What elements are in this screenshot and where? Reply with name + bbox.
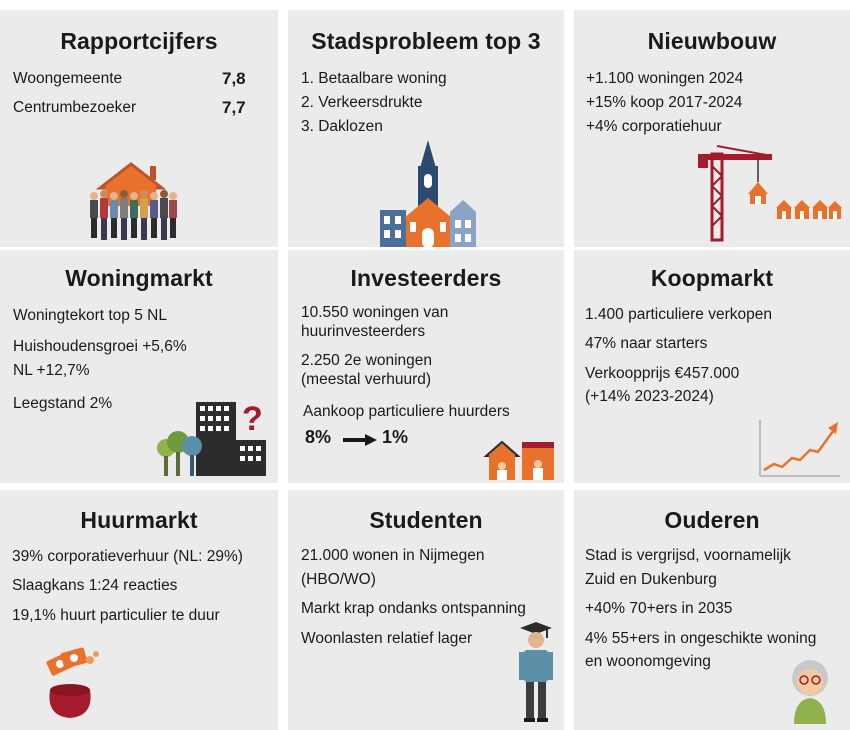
list-item: en woonomgeving bbox=[585, 653, 711, 670]
list-item: Woningtekort top 5 NL bbox=[13, 307, 167, 324]
row-value: 7,7 bbox=[222, 98, 246, 117]
list-item: +15% koop 2017-2024 bbox=[586, 94, 743, 111]
tile-title: Woningmarkt bbox=[65, 265, 213, 291]
list-item: Stad is vergrijsd, voornamelijk bbox=[585, 547, 791, 564]
people-house-icon bbox=[90, 162, 177, 240]
student-icon bbox=[519, 622, 553, 722]
tile-title: Huurmarkt bbox=[80, 507, 198, 533]
tile-title: Nieuwbouw bbox=[647, 28, 777, 54]
money-purse-icon bbox=[46, 647, 99, 718]
investor-houses-icon bbox=[483, 440, 554, 480]
list-item: +1.100 woningen 2024 bbox=[586, 70, 744, 87]
rising-price-chart-icon bbox=[759, 420, 840, 477]
church-icon bbox=[380, 140, 476, 247]
list-item: 1. Betaalbare woning bbox=[301, 70, 447, 87]
tile-stadsprobleem: Stadsprobleem top 3 1. Betaalbare woning… bbox=[288, 10, 564, 247]
list-item: 2. Verkeersdrukte bbox=[301, 94, 423, 111]
list-item: 47% naar starters bbox=[585, 335, 708, 352]
list-item: (meestal verhuurd) bbox=[301, 371, 432, 388]
tile-koopmarkt: Koopmarkt 1.400 particuliere verkopen 47… bbox=[574, 250, 850, 483]
list-item: Huishoudensgroei +5,6% bbox=[13, 338, 187, 355]
list-item: Woonlasten relatief lager bbox=[301, 630, 473, 647]
trees-building-question-icon: ? bbox=[157, 400, 266, 476]
list-item: Markt krap ondanks ontspanning bbox=[301, 600, 526, 617]
crane-icon bbox=[698, 145, 842, 242]
row-label: Woongemeente bbox=[13, 70, 123, 87]
list-item: Slaagkans 1:24 reacties bbox=[12, 577, 178, 594]
tile-title: Koopmarkt bbox=[650, 265, 774, 291]
tile-woningmarkt: Woningmarkt Woningtekort top 5 NL Huisho… bbox=[0, 250, 278, 483]
tile-investeerders: Investeerders 10.550 woningen van huurin… bbox=[288, 250, 564, 483]
from-value: 8% bbox=[305, 427, 332, 447]
list-item: (+14% 2023-2024) bbox=[585, 388, 714, 405]
to-value: 1% bbox=[382, 427, 409, 447]
tile-title: Rapportcijfers bbox=[60, 28, 218, 54]
list-item: Leegstand 2% bbox=[13, 395, 113, 412]
tile-huurmarkt: Huurmarkt 39% corporatieverhuur (NL: 29%… bbox=[0, 490, 278, 730]
list-item: Zuid en Dukenburg bbox=[585, 571, 717, 588]
list-item: 1.400 particuliere verkopen bbox=[585, 306, 772, 323]
list-item: (HBO/WO) bbox=[301, 571, 376, 588]
list-item: Aankoop particuliere huurders bbox=[303, 403, 510, 420]
svg-text:?: ? bbox=[242, 400, 263, 438]
tile-studenten: Studenten 21.000 wonen in Nijmegen (HBO/… bbox=[288, 490, 564, 730]
list-item: huurinvesteerders bbox=[301, 323, 426, 340]
row-value: 7,8 bbox=[222, 69, 246, 88]
list-item: 3. Daklozen bbox=[301, 118, 383, 135]
tile-title: Studenten bbox=[369, 507, 483, 533]
list-item: +40% 70+ers in 2035 bbox=[585, 600, 733, 617]
tile-rapportcijfers: Rapportcijfers Woongemeente 7,8 Centrumb… bbox=[0, 10, 278, 247]
list-item: 19,1% huurt particulier te duur bbox=[12, 607, 220, 624]
tile-title: Ouderen bbox=[664, 507, 760, 533]
list-item: +4% corporatiehuur bbox=[586, 118, 722, 135]
list-item: 21.000 wonen in Nijmegen bbox=[301, 547, 485, 564]
list-item: Verkoopprijs €457.000 bbox=[585, 365, 740, 382]
tile-title: Stadsprobleem top 3 bbox=[311, 28, 541, 54]
row-label: Centrumbezoeker bbox=[13, 99, 137, 116]
elderly-woman-icon bbox=[792, 660, 828, 724]
tile-title: Investeerders bbox=[350, 265, 502, 291]
list-item: 10.550 woningen van bbox=[301, 304, 449, 321]
tile-ouderen: Ouderen Stad is vergrijsd, voornamelijk … bbox=[574, 490, 850, 730]
arrow-right-icon bbox=[343, 434, 377, 446]
list-item: NL +12,7% bbox=[13, 362, 90, 379]
tile-nieuwbouw: Nieuwbouw +1.100 woningen 2024 +15% koop… bbox=[574, 10, 850, 247]
list-item: 4% 55+ers in ongeschikte woning bbox=[585, 630, 817, 647]
list-item: 2.250 2e woningen bbox=[301, 352, 433, 369]
list-item: 39% corporatieverhuur (NL: 29%) bbox=[12, 548, 243, 565]
